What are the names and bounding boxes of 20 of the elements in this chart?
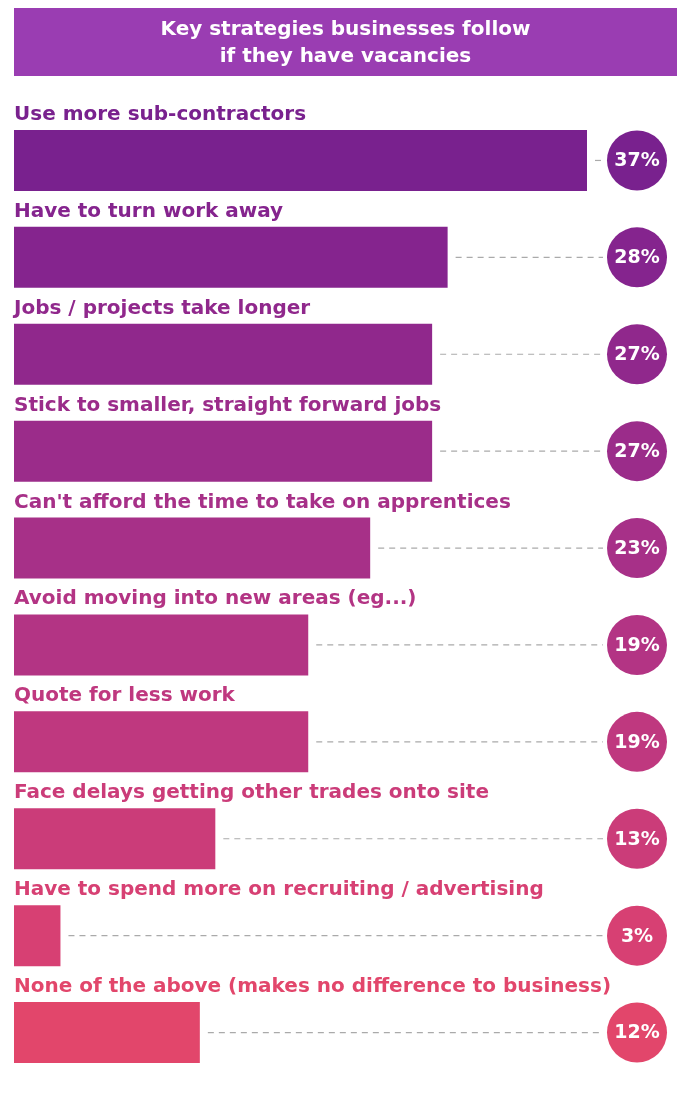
y-tick-label: Quote for less work (14, 682, 236, 707)
data-label: 12% (614, 1020, 660, 1043)
y-tick-label: None of the above (makes no difference to business) (14, 973, 612, 998)
data-label: 27% (614, 439, 660, 462)
data-label: 27% (614, 342, 660, 365)
y-tick-label: Have to spend more on recruiting / advertising (14, 876, 544, 901)
y-tick-label: Can't afford the time to take on apprentices (14, 488, 511, 513)
data-label: 28% (614, 245, 660, 268)
y-tick-label: Use more sub-contractors (14, 100, 307, 125)
data-label: 19% (614, 632, 660, 655)
y-tick-label: Jobs / projects take longer (12, 294, 311, 319)
data-label: 23% (614, 535, 660, 558)
data-label: 13% (614, 826, 660, 849)
data-label: 19% (614, 729, 660, 752)
y-tick-label: Avoid moving into new areas (eg...) (14, 585, 417, 610)
y-tick-label: Stick to smaller, straight forward jobs (14, 391, 442, 416)
data-label: 37% (614, 148, 660, 171)
data-label: 3% (620, 923, 654, 946)
y-tick-label: Have to turn work away (14, 197, 284, 222)
y-tick-label: Face delays getting other trades onto site (14, 779, 489, 804)
